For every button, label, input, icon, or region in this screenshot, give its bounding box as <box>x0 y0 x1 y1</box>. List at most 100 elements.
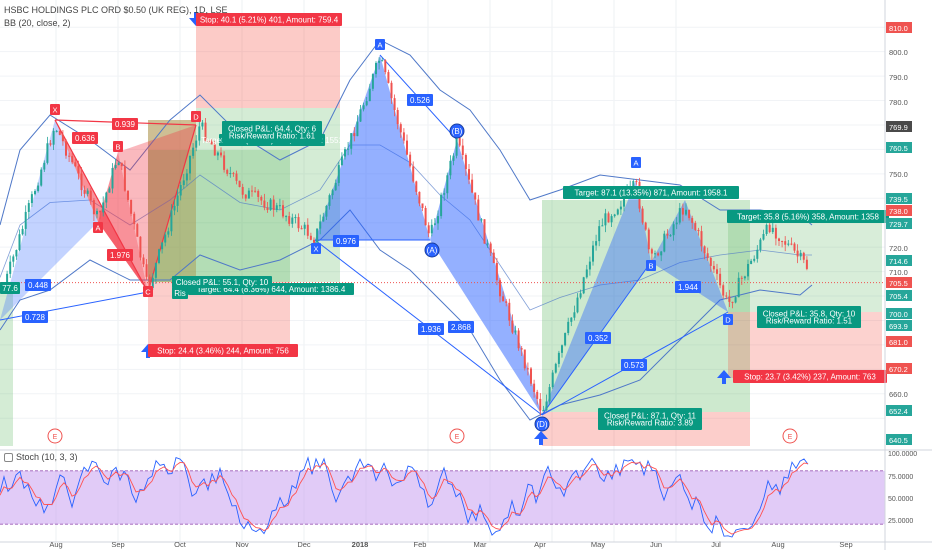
pattern-bearish-3 <box>118 125 196 292</box>
overlap-zone-1 <box>148 120 196 282</box>
candle-body <box>269 199 272 210</box>
candle-body <box>607 213 610 223</box>
candle-body <box>784 241 787 245</box>
candle-body <box>734 297 737 303</box>
candle-body <box>306 224 309 236</box>
ratio-label: 1.936 <box>418 323 444 335</box>
time-axis-label: Sep <box>111 540 124 549</box>
symbol-title: HSBC HOLDINGS PLC ORD $0.50 (UK REG), 1D… <box>4 5 228 15</box>
candle-body <box>489 243 492 253</box>
candle-body <box>725 295 728 297</box>
candle-body <box>319 221 322 229</box>
pattern-point-label-text: D <box>193 113 199 122</box>
candle-body <box>455 137 458 156</box>
candle-body <box>588 261 591 270</box>
candle-body <box>706 253 709 258</box>
candle-body <box>207 140 210 142</box>
candle-body <box>297 217 300 229</box>
candle-body <box>554 363 557 373</box>
pattern-ring-label: (D) <box>536 420 547 429</box>
candle-body <box>244 194 247 199</box>
stop-box-3-bg <box>733 370 887 383</box>
candle-body <box>161 242 164 250</box>
stoch-legend[interactable]: Stoch (10, 3, 3) <box>4 452 78 463</box>
time-axis-label: Apr <box>534 540 546 549</box>
candle-body <box>130 199 133 214</box>
pattern-point-label-text: D <box>725 316 731 325</box>
candle-body <box>74 162 77 167</box>
candle-body <box>545 401 548 411</box>
ratio-label-text: 2.868 <box>451 323 472 332</box>
candle-body <box>173 205 176 211</box>
ratio-label-text: 0.526 <box>410 96 431 105</box>
pattern-point-label-text: B <box>115 143 120 152</box>
candle-body <box>799 252 802 257</box>
price-axis-tick: 710.0 <box>889 268 908 277</box>
candle-body <box>195 140 198 148</box>
candle-body <box>393 98 396 111</box>
time-axis-label: 2018 <box>352 540 369 549</box>
pattern-ring-point <box>449 123 465 139</box>
settings-icon[interactable] <box>4 453 13 463</box>
bollinger-lower <box>0 209 813 421</box>
candle-body <box>148 276 151 288</box>
candle-body <box>381 60 384 62</box>
candle-body <box>461 145 464 156</box>
ratio-label: 2.868 <box>448 321 474 333</box>
candle-body <box>220 152 222 156</box>
earnings-marker <box>449 428 465 444</box>
candle-body <box>390 82 393 99</box>
pattern-point-label-text: X <box>52 106 57 115</box>
candle-body <box>579 293 582 298</box>
candle-body <box>30 194 33 204</box>
pattern-point-label-text: B <box>648 262 653 271</box>
candle-body <box>365 101 368 106</box>
candle-body <box>415 181 418 192</box>
price-axis-tick: 729.7 <box>889 220 908 229</box>
ratio-label-bg <box>585 332 611 344</box>
pattern-point-label-text: A <box>377 41 382 50</box>
candle-body <box>486 243 489 245</box>
candle-body <box>139 236 142 258</box>
ratio-label-bg <box>22 311 48 323</box>
earnings-marker-label: E <box>53 434 58 441</box>
indicator-legend[interactable]: BB (20, close, 2) <box>4 18 71 28</box>
candle-body <box>105 192 108 203</box>
candle-body <box>260 196 263 201</box>
candle-body <box>781 241 784 243</box>
candle-body <box>641 208 644 223</box>
candle-body <box>610 216 613 223</box>
candle-body <box>402 132 405 141</box>
candle-body <box>384 60 387 73</box>
candle-body <box>458 137 461 146</box>
candle-body <box>356 121 359 137</box>
candle-body <box>226 169 229 174</box>
candle-body <box>616 209 619 215</box>
candle-body <box>464 155 467 170</box>
time-axis-label: May <box>591 540 605 549</box>
candle-body <box>619 206 622 210</box>
candle-body <box>805 259 808 269</box>
candle-body <box>685 209 687 215</box>
pattern-point-label: A <box>93 222 103 233</box>
candle-body <box>570 317 573 322</box>
candle-body <box>347 148 350 150</box>
earnings-marker <box>47 428 63 444</box>
candle-body <box>43 162 46 170</box>
candle-body <box>468 169 470 180</box>
candle-body <box>288 216 291 224</box>
candle-body <box>198 126 201 141</box>
candle-body <box>6 273 9 288</box>
candle-body <box>201 122 204 127</box>
ratio-label-text: 0.976 <box>336 237 357 246</box>
price-axis-tick: 720.0 <box>889 244 908 253</box>
candle-body <box>176 195 179 206</box>
stop-box-2-text: Stop: 24.4 (3.46%) 244, Amount: 756 <box>157 347 289 356</box>
candle-body <box>598 226 601 242</box>
time-axis-label: Nov <box>235 540 249 549</box>
pattern-point-label-bg <box>646 260 656 271</box>
closed-pnl-box-2-text: Risk/Reward Ratio: 3.89 <box>607 419 694 428</box>
pattern-bullish-2 <box>430 140 542 415</box>
